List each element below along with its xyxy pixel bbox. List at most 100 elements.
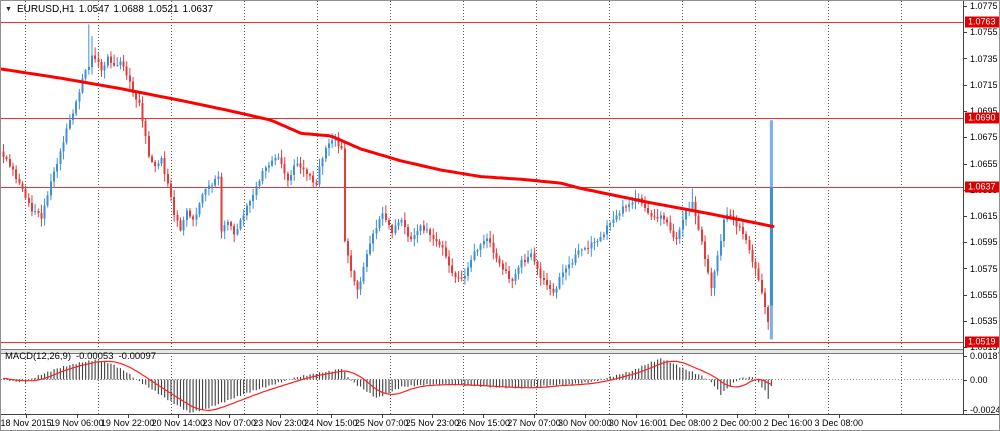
ohlc-low: 1.0521 [147, 4, 179, 15]
pane-splitter[interactable] [1, 349, 963, 354]
candle-body [90, 55, 93, 68]
candle-body [43, 205, 46, 219]
candle-body [571, 262, 574, 265]
ohlc-open: 1.0547 [78, 4, 110, 15]
candle-body [30, 203, 33, 212]
candle-body [15, 169, 18, 180]
candle-body [362, 266, 365, 282]
price-tick-mark [964, 32, 967, 33]
macd-tick-mark [964, 379, 967, 381]
time-tick-label: 20 Nov 14:00 [151, 418, 206, 428]
candle-body [56, 163, 59, 172]
candle-body [713, 271, 716, 289]
candle-body [757, 268, 760, 280]
candle-body [204, 188, 207, 195]
price-tick-mark [964, 242, 967, 243]
candle-body [523, 260, 526, 262]
candle-body [11, 166, 14, 170]
candle-body [520, 260, 523, 268]
candle-body [444, 247, 447, 257]
candle-body [217, 176, 220, 180]
price-tick-mark [964, 85, 967, 86]
candle-body [492, 242, 495, 254]
candle-body [346, 240, 349, 256]
candle-body [691, 201, 694, 209]
candle-body [577, 250, 580, 255]
candle-body [552, 288, 555, 293]
candle-body [599, 237, 602, 241]
time-tick-label: 25 Nov 07:00 [354, 418, 409, 428]
price-tick-mark [964, 321, 967, 322]
candle-body [286, 173, 289, 181]
candle-body [138, 99, 141, 104]
candle-body [454, 272, 457, 278]
price-tick-label: 1.0755 [970, 27, 998, 38]
candle-body [113, 62, 116, 66]
candle-body [460, 277, 463, 279]
candle-body [173, 197, 176, 215]
time-axis[interactable]: 18 Nov 2015 19 Nov 06:00 19 Nov 22:00 20 No… [1, 414, 999, 430]
candle-body [729, 214, 732, 217]
price-tick-mark [964, 137, 967, 138]
price-tick-label: 1.0595 [970, 237, 998, 248]
candle-body [157, 163, 160, 166]
price-level-badge: 1.0637 [965, 181, 999, 193]
candle-body [397, 222, 400, 226]
price-tick-mark [964, 58, 967, 59]
candle-body [331, 140, 334, 144]
candle-body [735, 219, 738, 227]
candle-body [274, 157, 277, 161]
candle-body [618, 213, 621, 216]
candle-body [422, 225, 425, 231]
candle-body [546, 279, 549, 285]
candle-body [154, 161, 157, 166]
candle-body [147, 135, 150, 157]
candle-body [558, 276, 561, 289]
candle-body [302, 167, 305, 170]
candle-body [419, 225, 422, 232]
candle-body [441, 245, 444, 248]
chart-title: ▼ EURUSD,H1 1.0547 1.0688 1.0521 1.0637 [5, 4, 217, 15]
candle-body [413, 234, 416, 239]
time-tick-mark [432, 414, 434, 418]
candle-body [359, 281, 362, 290]
candle-body [125, 66, 128, 76]
candle-body [498, 258, 501, 264]
candle-body [760, 279, 763, 293]
candle-body [410, 236, 413, 239]
symbol-dropdown-icon[interactable]: ▼ [5, 6, 12, 13]
price-level-badge: 1.0690 [965, 112, 999, 124]
candle-body [166, 173, 169, 184]
candle-body [5, 156, 8, 160]
candle-body [514, 273, 517, 281]
candle-body [457, 277, 460, 279]
time-tick-label: 2 Dec 16:00 [763, 418, 813, 428]
moving-average-line[interactable] [1, 67, 775, 228]
price-chart-pane[interactable] [1, 1, 963, 349]
macd-indicator-label: MACD(12,26,9) -0.00053 -0.00097 [5, 351, 161, 362]
candle-body [309, 174, 312, 176]
candle-body [220, 176, 223, 232]
candle-body [372, 233, 375, 244]
candle-body [365, 254, 368, 267]
candle-body [388, 219, 391, 225]
candle-body [245, 205, 248, 216]
price-axis[interactable]: 1.0775 1.0755 1.0735 1.0715 1.0695 1.0675 1.06… [963, 1, 999, 415]
candle-body [378, 219, 381, 228]
candle-body [293, 165, 296, 175]
time-tick-mark [534, 414, 535, 418]
candle-body [53, 171, 56, 182]
time-tick-label: 27 Nov 07:00 [507, 418, 561, 428]
candle-body [24, 188, 27, 199]
candle-body [609, 223, 612, 226]
candle-body [315, 182, 318, 185]
candle-body [68, 120, 71, 129]
candle-body [628, 204, 631, 207]
candle-body [37, 210, 40, 213]
candle-body [119, 61, 122, 65]
macd-pane[interactable] [1, 353, 963, 414]
candle-body [542, 277, 545, 280]
candle-body [135, 92, 138, 100]
time-tick-mark [635, 414, 637, 418]
candle-body [672, 230, 675, 238]
